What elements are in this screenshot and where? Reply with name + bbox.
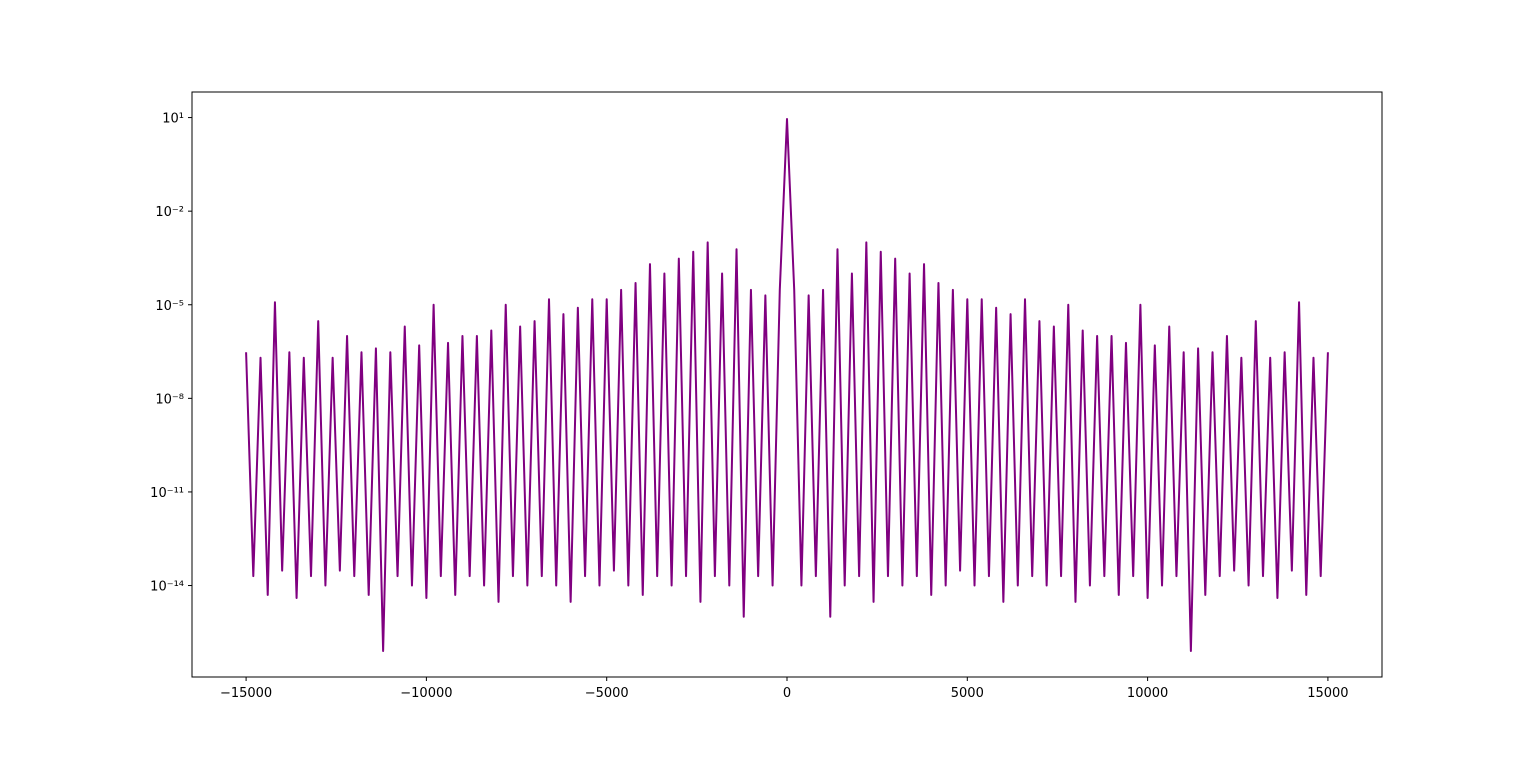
y-tick-label: 10⁻²	[155, 205, 184, 220]
data-line	[245, 118, 1329, 652]
y-tick-label: 10¹	[162, 112, 184, 127]
y-tick-label: 10⁻¹¹	[150, 486, 184, 501]
x-tick-label: 0	[783, 686, 791, 701]
y-tick-label: 10⁻⁸	[155, 392, 184, 407]
y-tick-label: 10⁻⁵	[155, 299, 184, 314]
x-tick-label: −10000	[400, 686, 452, 701]
x-tick-label: −15000	[220, 686, 272, 701]
y-tick-label: 10⁻¹⁴	[150, 580, 184, 595]
x-tick-label: 15000	[1307, 686, 1348, 701]
x-tick-label: −5000	[585, 686, 629, 701]
x-tick-label: 10000	[1127, 686, 1168, 701]
x-tick-label: 5000	[951, 686, 984, 701]
